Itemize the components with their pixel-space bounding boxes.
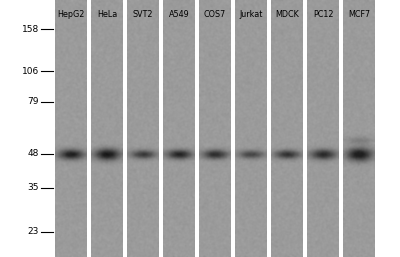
Text: MCF7: MCF7 — [348, 10, 370, 19]
Text: PC12: PC12 — [313, 10, 333, 19]
Text: MDCK: MDCK — [275, 10, 299, 19]
Text: Jurkat: Jurkat — [239, 10, 263, 19]
Text: COS7: COS7 — [204, 10, 226, 19]
Text: 106: 106 — [22, 67, 39, 76]
Text: 158: 158 — [22, 24, 39, 33]
Text: A549: A549 — [169, 10, 189, 19]
Text: SVT2: SVT2 — [133, 10, 153, 19]
Text: 48: 48 — [28, 150, 39, 159]
Text: HeLa: HeLa — [97, 10, 117, 19]
Text: 23: 23 — [28, 227, 39, 236]
Text: HepG2: HepG2 — [57, 10, 85, 19]
Text: 35: 35 — [28, 183, 39, 192]
Text: 79: 79 — [28, 97, 39, 106]
